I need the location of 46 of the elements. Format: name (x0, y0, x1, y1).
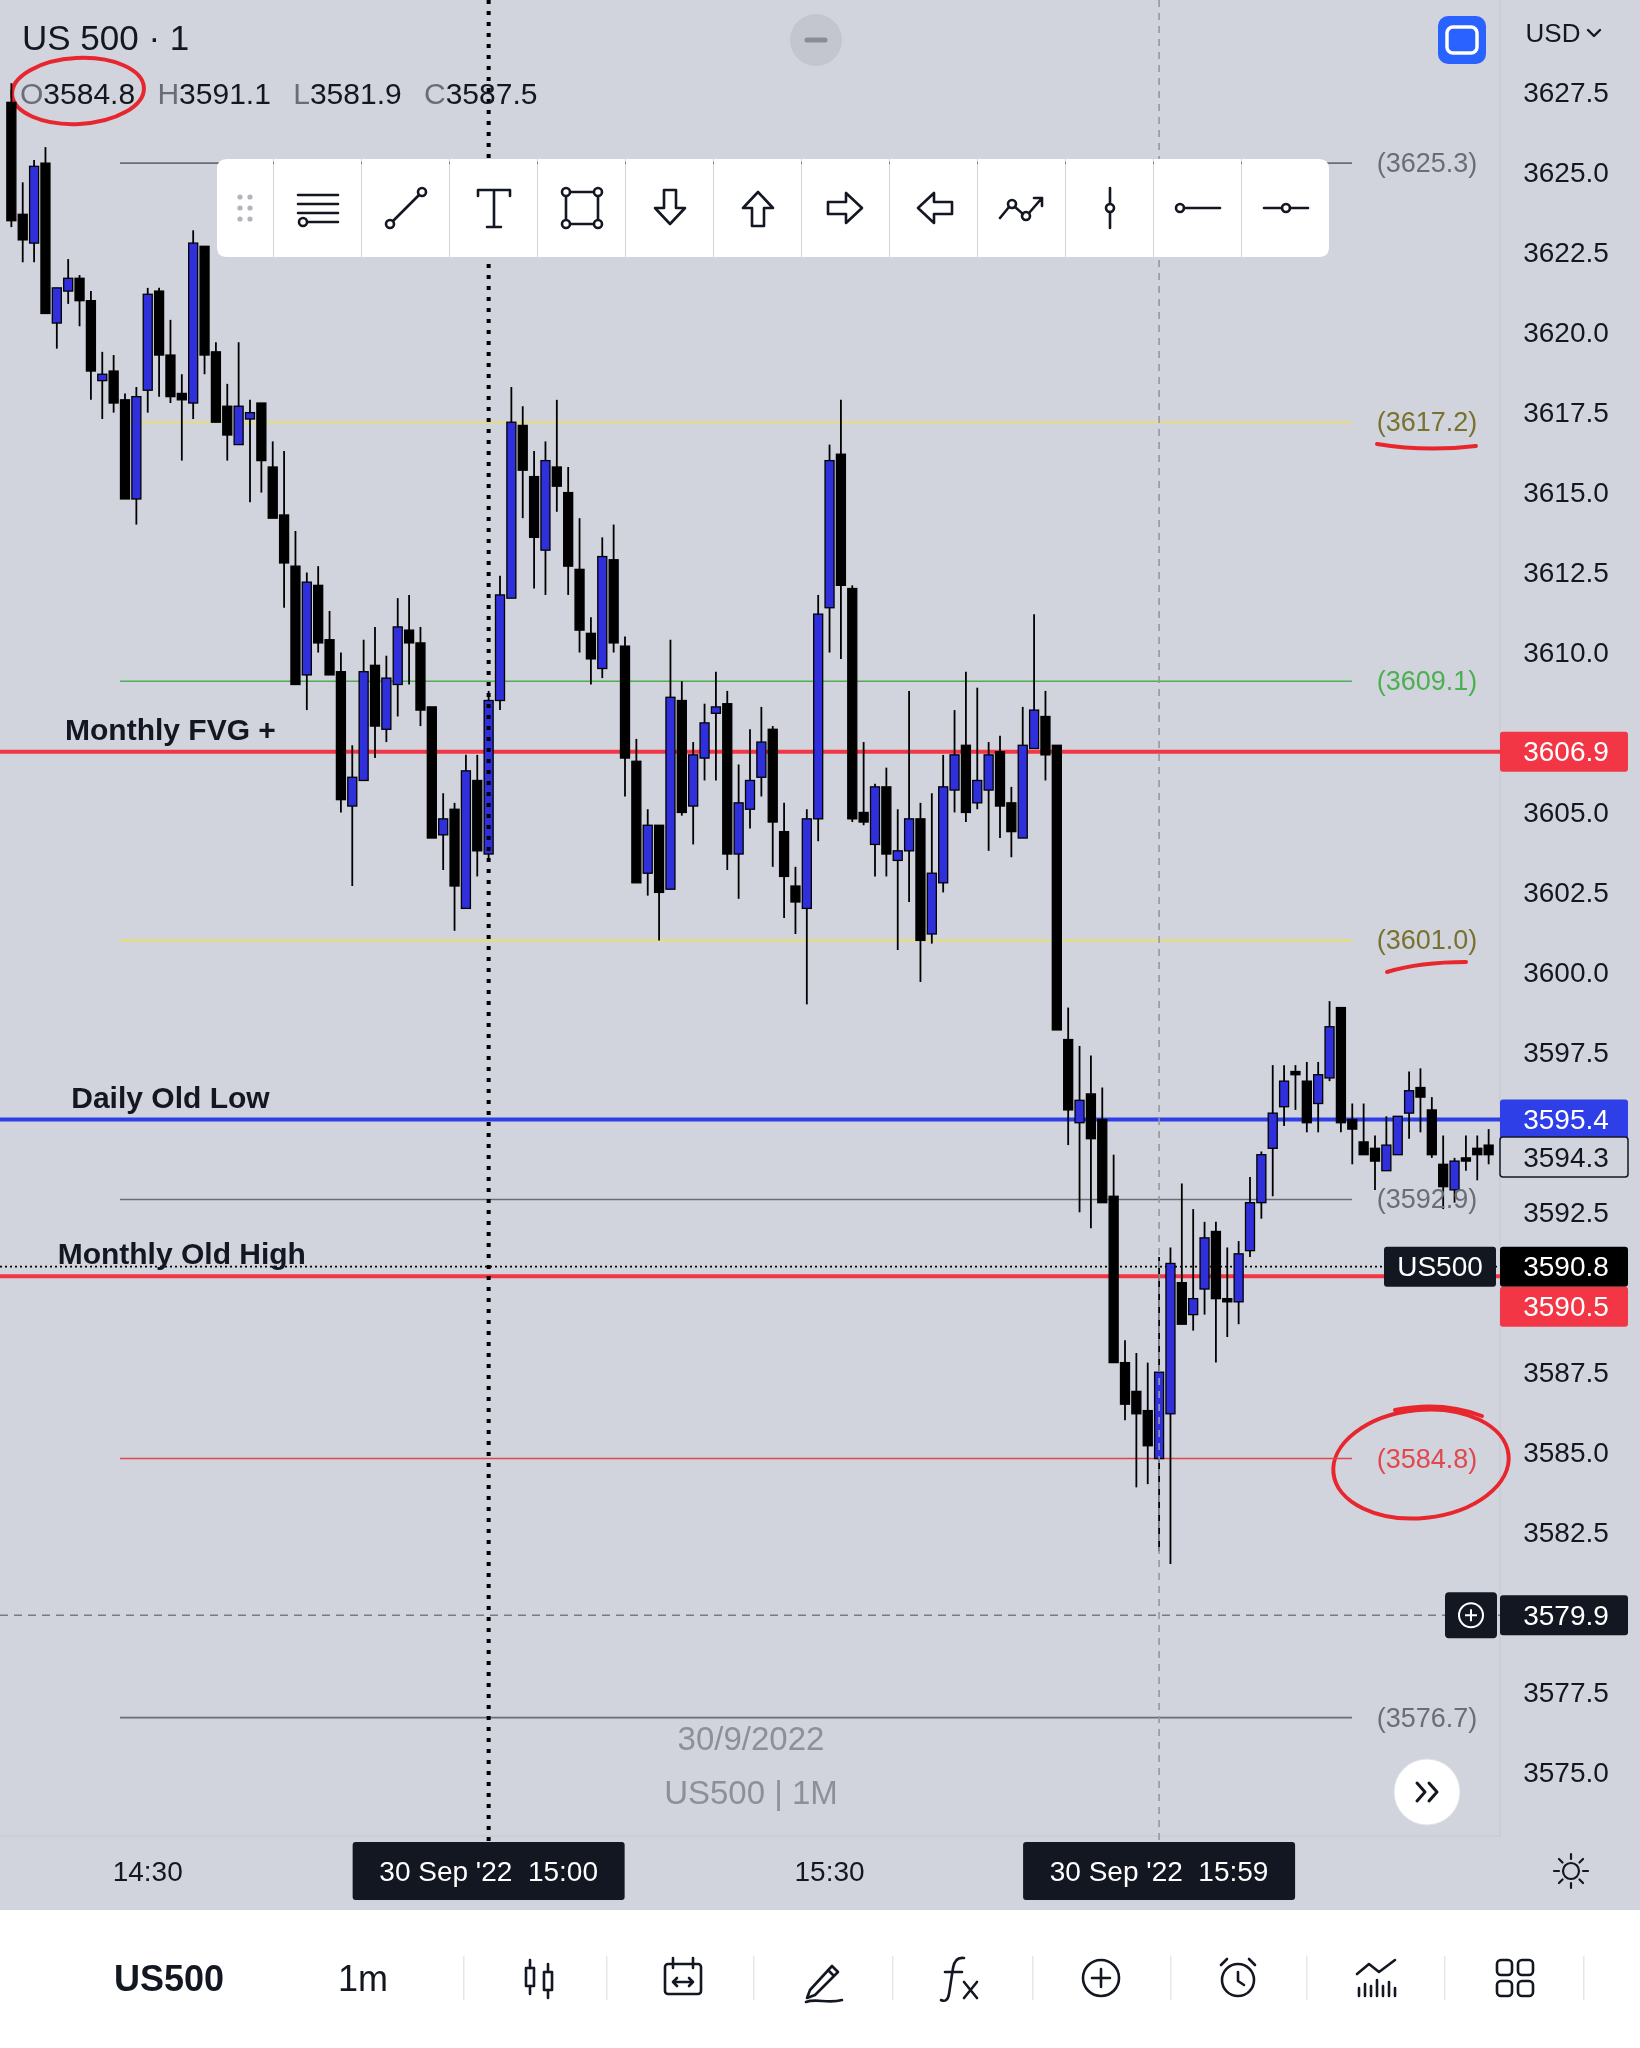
annotation: Monthly FVG + (65, 712, 276, 746)
y-tick-label: 3625.0 (1523, 157, 1609, 189)
text: USD (1525, 18, 1581, 48)
y-tick-label: 3577.5 (1523, 1676, 1609, 1708)
ref-line-label: 30 Sep '22 15:00 (379, 1855, 598, 1887)
y-tick-label: 3615.0 (1523, 477, 1609, 509)
x-tick-label: 14:30 (112, 1855, 183, 1887)
y-tick-label: 3617.5 (1523, 397, 1609, 429)
y-tick-label: 3610.0 (1523, 637, 1609, 669)
y-tick-label: 3602.5 (1523, 876, 1609, 908)
text: 1m (338, 1957, 389, 1999)
ref-line-label: (3625.3) (1376, 148, 1478, 179)
annotation: Monthly Old High (57, 1237, 306, 1271)
text: US 500 · 1 (22, 18, 190, 57)
text: O3584.8 H3591.1 L3581.9 C3587.5 (20, 77, 538, 110)
ref-line-label: 3606.9 (1523, 736, 1609, 768)
y-tick-label: 3620.0 (1523, 317, 1609, 349)
ref-line-label: 30 Sep '22 15:59 (1049, 1855, 1269, 1887)
y-tick-label: 3575.0 (1523, 1756, 1609, 1788)
y-tick-label: 3592.5 (1523, 1196, 1609, 1228)
y-tick-label: 3600.0 (1523, 956, 1609, 988)
ref-line-label: (3601.0) (1376, 925, 1478, 956)
x-tick-label: 15:30 (794, 1855, 865, 1887)
annotation: US500 (1397, 1251, 1483, 1283)
ref-line-label: (3584.8) (1376, 1443, 1478, 1474)
y-tick-label: 3597.5 (1523, 1036, 1609, 1068)
text: 3594.3 (1523, 1141, 1609, 1173)
y-tick-label: 3582.5 (1523, 1516, 1609, 1548)
annotation: Daily Old Low (71, 1080, 271, 1114)
y-tick-label: 3612.5 (1523, 557, 1609, 589)
ref-line-label: (3617.2) (1376, 407, 1478, 438)
y-tick-label: 3605.0 (1523, 796, 1609, 828)
y-tick-label: 3622.5 (1523, 237, 1609, 269)
ref-line-label: (3609.1) (1376, 666, 1478, 697)
y-tick-label: 3585.0 (1523, 1436, 1609, 1468)
annotation: US500 | 1M (664, 1773, 838, 1811)
ref-line-label: 3595.4 (1523, 1104, 1609, 1136)
y-tick-label: 3587.5 (1523, 1356, 1609, 1388)
y-tick-label: 3627.5 (1523, 77, 1609, 109)
text: US500 (114, 1957, 225, 1999)
ref-line-label: 3590.8 (1523, 1251, 1609, 1283)
candlestick (1290, 1064, 1301, 1111)
ref-line-label: 3590.5 (1523, 1291, 1609, 1323)
annotation: 30/9/2022 (677, 1719, 825, 1757)
ref-line-label: 3579.9 (1523, 1599, 1609, 1631)
ref-line-label: (3576.7) (1376, 1702, 1478, 1733)
